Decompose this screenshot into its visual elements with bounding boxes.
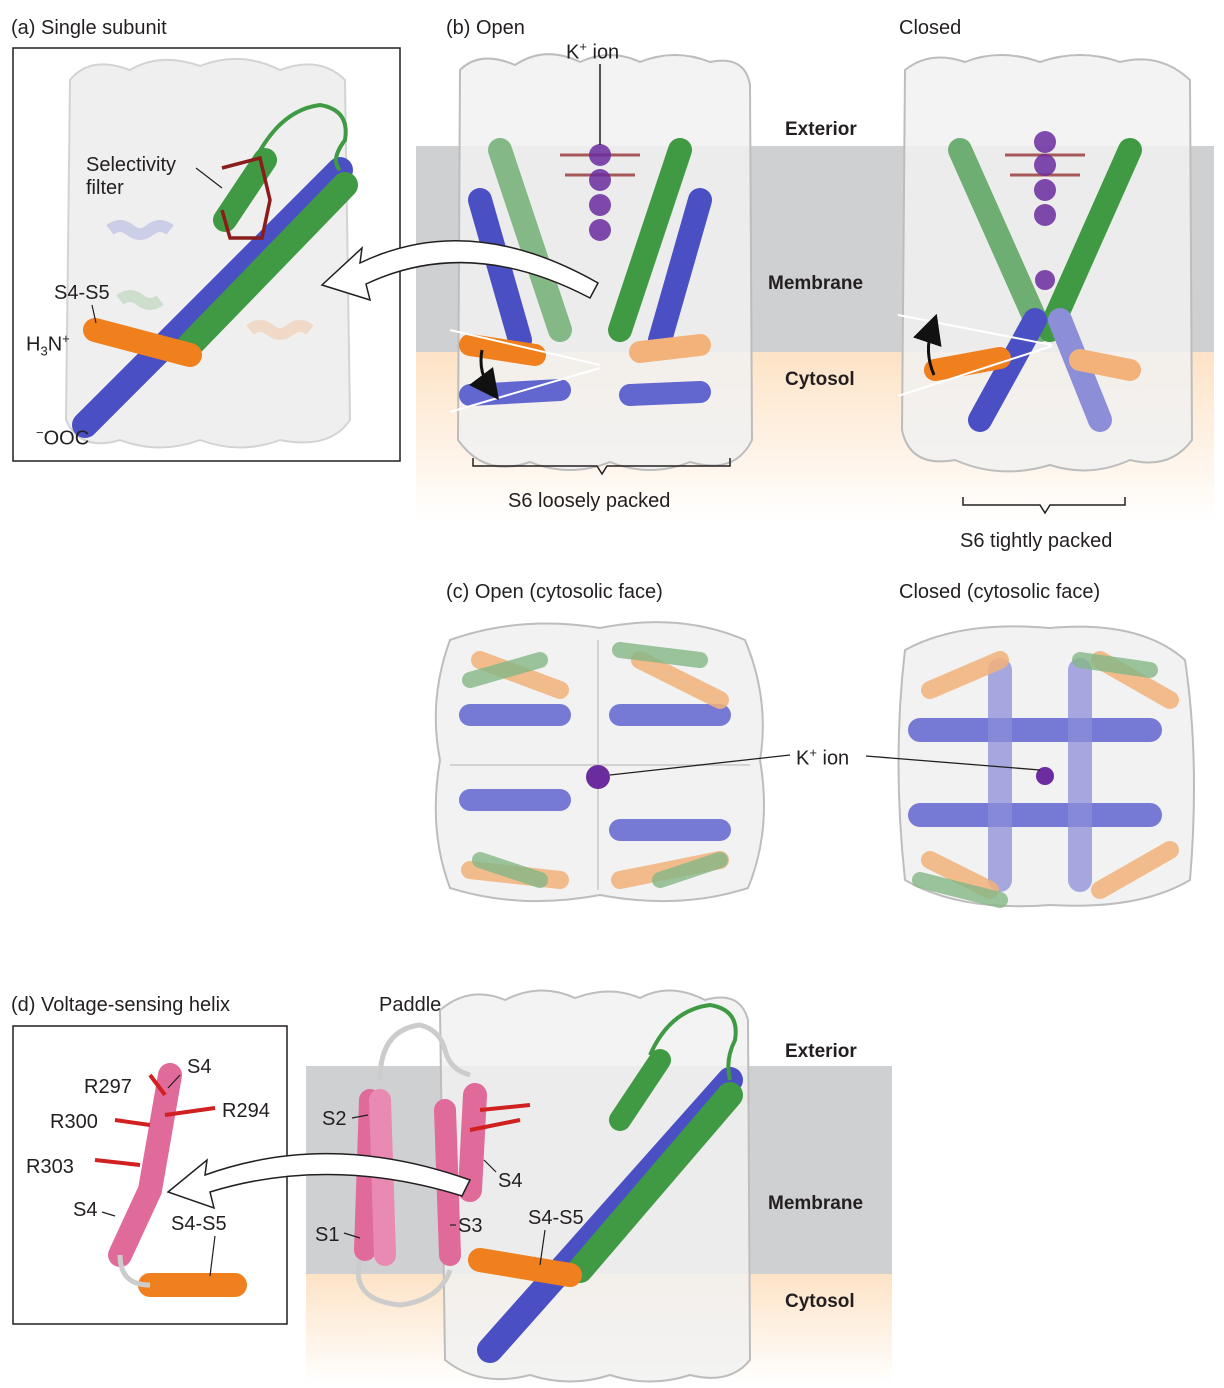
- s4-helix: [108, 1063, 182, 1267]
- label-s4-s5-main: S4-S5: [528, 1207, 584, 1229]
- s5-helix-right: [1038, 138, 1142, 342]
- label-residue-r297: R297: [84, 1076, 132, 1098]
- label-paddle: Paddle: [379, 994, 442, 1016]
- k-ions: [589, 144, 611, 241]
- paddle-loop: [377, 1022, 471, 1081]
- s6-helix-left: [968, 308, 1047, 432]
- brace-open: [472, 458, 731, 476]
- closed-channel: [897, 54, 1194, 515]
- label-cytosol: Cytosol: [785, 1291, 855, 1312]
- angle-line-2: [897, 345, 1053, 397]
- arginine-sidechains: [469, 1103, 531, 1132]
- angle-line-1: [449, 329, 601, 366]
- background-helices: [106, 220, 314, 340]
- label-residue-r300: R300: [50, 1111, 98, 1133]
- label-n-terminus: H3N+: [26, 331, 70, 359]
- s4-s5-linker: [468, 1248, 582, 1287]
- s4-helix: [458, 1083, 487, 1202]
- channel-silhouette: [438, 989, 752, 1383]
- label-exterior: Exterior: [785, 119, 857, 140]
- label-s4-s5: S4-S5: [54, 282, 110, 304]
- label-s4-s5-inset: S4-S5: [171, 1213, 227, 1235]
- leader-s4: [483, 1159, 497, 1173]
- open-channel: [449, 53, 754, 476]
- panel-a-title: (a) Single subunit: [11, 17, 167, 39]
- channel-silhouette: [900, 54, 1194, 473]
- lower-loop: [355, 1259, 453, 1308]
- closed-cytosolic-face: [865, 625, 1195, 908]
- linker-loop: [117, 1254, 151, 1288]
- angle-line-2: [449, 367, 601, 413]
- s4-s5-linker-right: [1069, 349, 1141, 381]
- panel-b-title-open: (b) Open: [446, 17, 525, 39]
- s4-s5-linker: [83, 318, 202, 367]
- s4-s5-linker-left: [924, 347, 1011, 381]
- label-selectivity: Selectivity: [86, 154, 177, 176]
- leader-selectivity: [195, 167, 223, 189]
- arginine-sidechains: [94, 1073, 216, 1167]
- k-ions: [1034, 131, 1056, 290]
- label-residue-r303: R303: [26, 1156, 74, 1178]
- open-cytosolic-face: [434, 621, 791, 903]
- leader-s4-top: [167, 1074, 181, 1089]
- label-exterior: Exterior: [785, 1041, 857, 1062]
- s6-helix-upper: [567, 1082, 743, 1283]
- leader-s2: [351, 1114, 369, 1119]
- s6-helix-right: [648, 188, 712, 352]
- label-c-terminus: −OOC: [36, 425, 90, 450]
- rotation-arrow: [469, 349, 499, 401]
- label-s2: S2: [322, 1108, 347, 1130]
- label-s6-loose: S6 loosely packed: [508, 490, 671, 512]
- label-membrane: Membrane: [768, 1193, 864, 1214]
- transfer-arrow-d: [166, 1152, 472, 1210]
- s5-helix-left: [948, 138, 1052, 342]
- s6-helix-left: [468, 188, 532, 352]
- voltage-sensor-channel: [343, 989, 752, 1383]
- leader-k-ion-open: [609, 754, 791, 776]
- leader-s4s5: [209, 1235, 216, 1277]
- s6-helix: [72, 157, 353, 438]
- leader-s4-bottom: [101, 1211, 116, 1217]
- turret-loop: [253, 102, 348, 172]
- label-s3: S3: [458, 1215, 483, 1237]
- k-ion: [1036, 767, 1054, 785]
- panel-d-title: (d) Voltage-sensing helix: [11, 994, 231, 1016]
- label-membrane: Membrane: [768, 273, 864, 294]
- s5-helix-right: [608, 138, 692, 342]
- panel-c-title-closed: Closed (cytosolic face): [899, 581, 1101, 603]
- leader-s4s5: [539, 1229, 546, 1266]
- leader-s1: [343, 1232, 361, 1239]
- s5-helix: [213, 148, 277, 232]
- s5-helix: [609, 1049, 671, 1131]
- s6-helix-upper: [177, 172, 358, 358]
- s4-s5-linker-right: [629, 334, 711, 363]
- s4-s5-linker-left: [459, 334, 546, 366]
- turret-loop: [648, 1002, 738, 1081]
- panel-c-title-open: (c) Open (cytosolic face): [446, 581, 663, 603]
- label-cytosol: Cytosol: [785, 369, 855, 390]
- selectivity-filter-loop: [220, 155, 272, 240]
- transfer-arrow-a: [320, 239, 600, 302]
- label-residue-r294: R294: [222, 1100, 270, 1122]
- brace-closed: [962, 497, 1126, 515]
- leader-k-ion-closed: [865, 755, 1041, 771]
- label-s1: S1: [315, 1224, 340, 1246]
- leader-s4s5: [91, 304, 97, 324]
- s5-helix-left: [488, 138, 572, 342]
- face-silhouette: [897, 625, 1195, 908]
- label-s4-bottom: S4: [73, 1199, 98, 1221]
- panel-a-inset: [12, 47, 401, 462]
- label-filter: filter: [86, 177, 124, 199]
- label-s4-main: S4: [498, 1170, 523, 1192]
- k-ion: [586, 765, 610, 789]
- rotation-arrow: [913, 313, 942, 376]
- label-s4-top: S4: [187, 1056, 212, 1078]
- panel-b-title-closed: Closed: [899, 17, 962, 39]
- label-k-ion-face: K+ ion: [796, 745, 850, 770]
- label-s6-tight: S6 tightly packed: [960, 530, 1113, 552]
- label-k-ion: K+ ion: [566, 39, 620, 64]
